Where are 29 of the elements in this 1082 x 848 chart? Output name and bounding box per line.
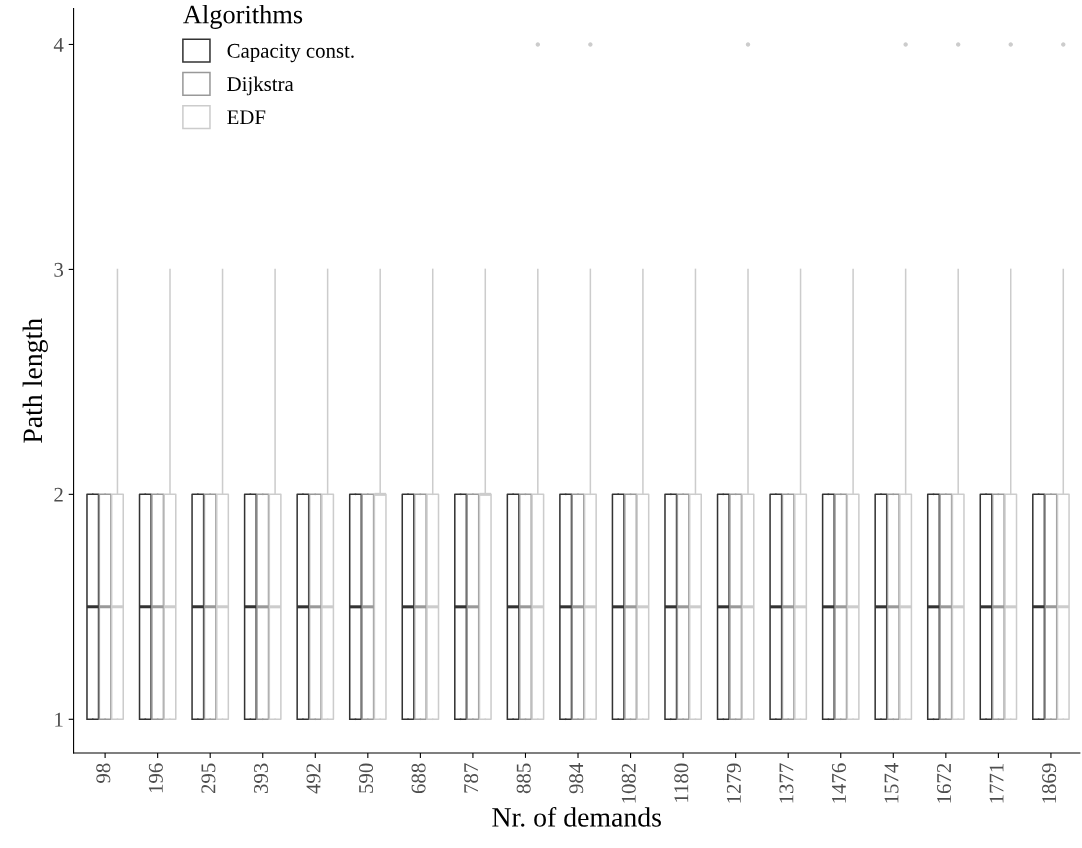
x-tick-label: 98 [96, 763, 111, 783]
x-tick-label: 1476 [831, 763, 846, 803]
x-tick-label: 492 [306, 763, 321, 794]
y-tick-label: 2 [54, 487, 63, 502]
x-tick-label: 295 [201, 763, 216, 794]
y-tick-label: 4 [53, 37, 64, 52]
x-axis-title: Nr. of demands [492, 806, 661, 827]
x-tick-label: 688 [411, 763, 426, 794]
x-tick-label: 590 [358, 763, 374, 793]
x-tick-label: 984 [569, 763, 584, 794]
legend-label: Dijkstra [227, 76, 294, 96]
y-tick-label: 1 [55, 712, 63, 727]
legend-title: Algorithms [183, 4, 303, 29]
y-tick-label: 3 [54, 262, 64, 277]
x-tick-label: 1771 [989, 764, 1004, 803]
x-tick-label: 1869 [1042, 763, 1057, 803]
x-tick-label: 393 [253, 763, 268, 793]
x-tick-label: 1082 [621, 763, 636, 803]
x-tick-label: 1377 [779, 763, 794, 803]
legend-label: Capacity const. [227, 43, 354, 63]
x-tick-label: 1180 [674, 763, 689, 802]
x-tick-label: 885 [516, 763, 531, 794]
x-tick-label: 1574 [884, 763, 899, 803]
x-tick-label: 1279 [726, 763, 741, 803]
x-tick-label: 196 [148, 763, 163, 793]
x-tick-label: 787 [464, 763, 479, 793]
x-tick-label: 1672 [937, 763, 952, 803]
y-axis-title: Path length [22, 318, 48, 443]
legend-label: EDF [227, 110, 266, 125]
